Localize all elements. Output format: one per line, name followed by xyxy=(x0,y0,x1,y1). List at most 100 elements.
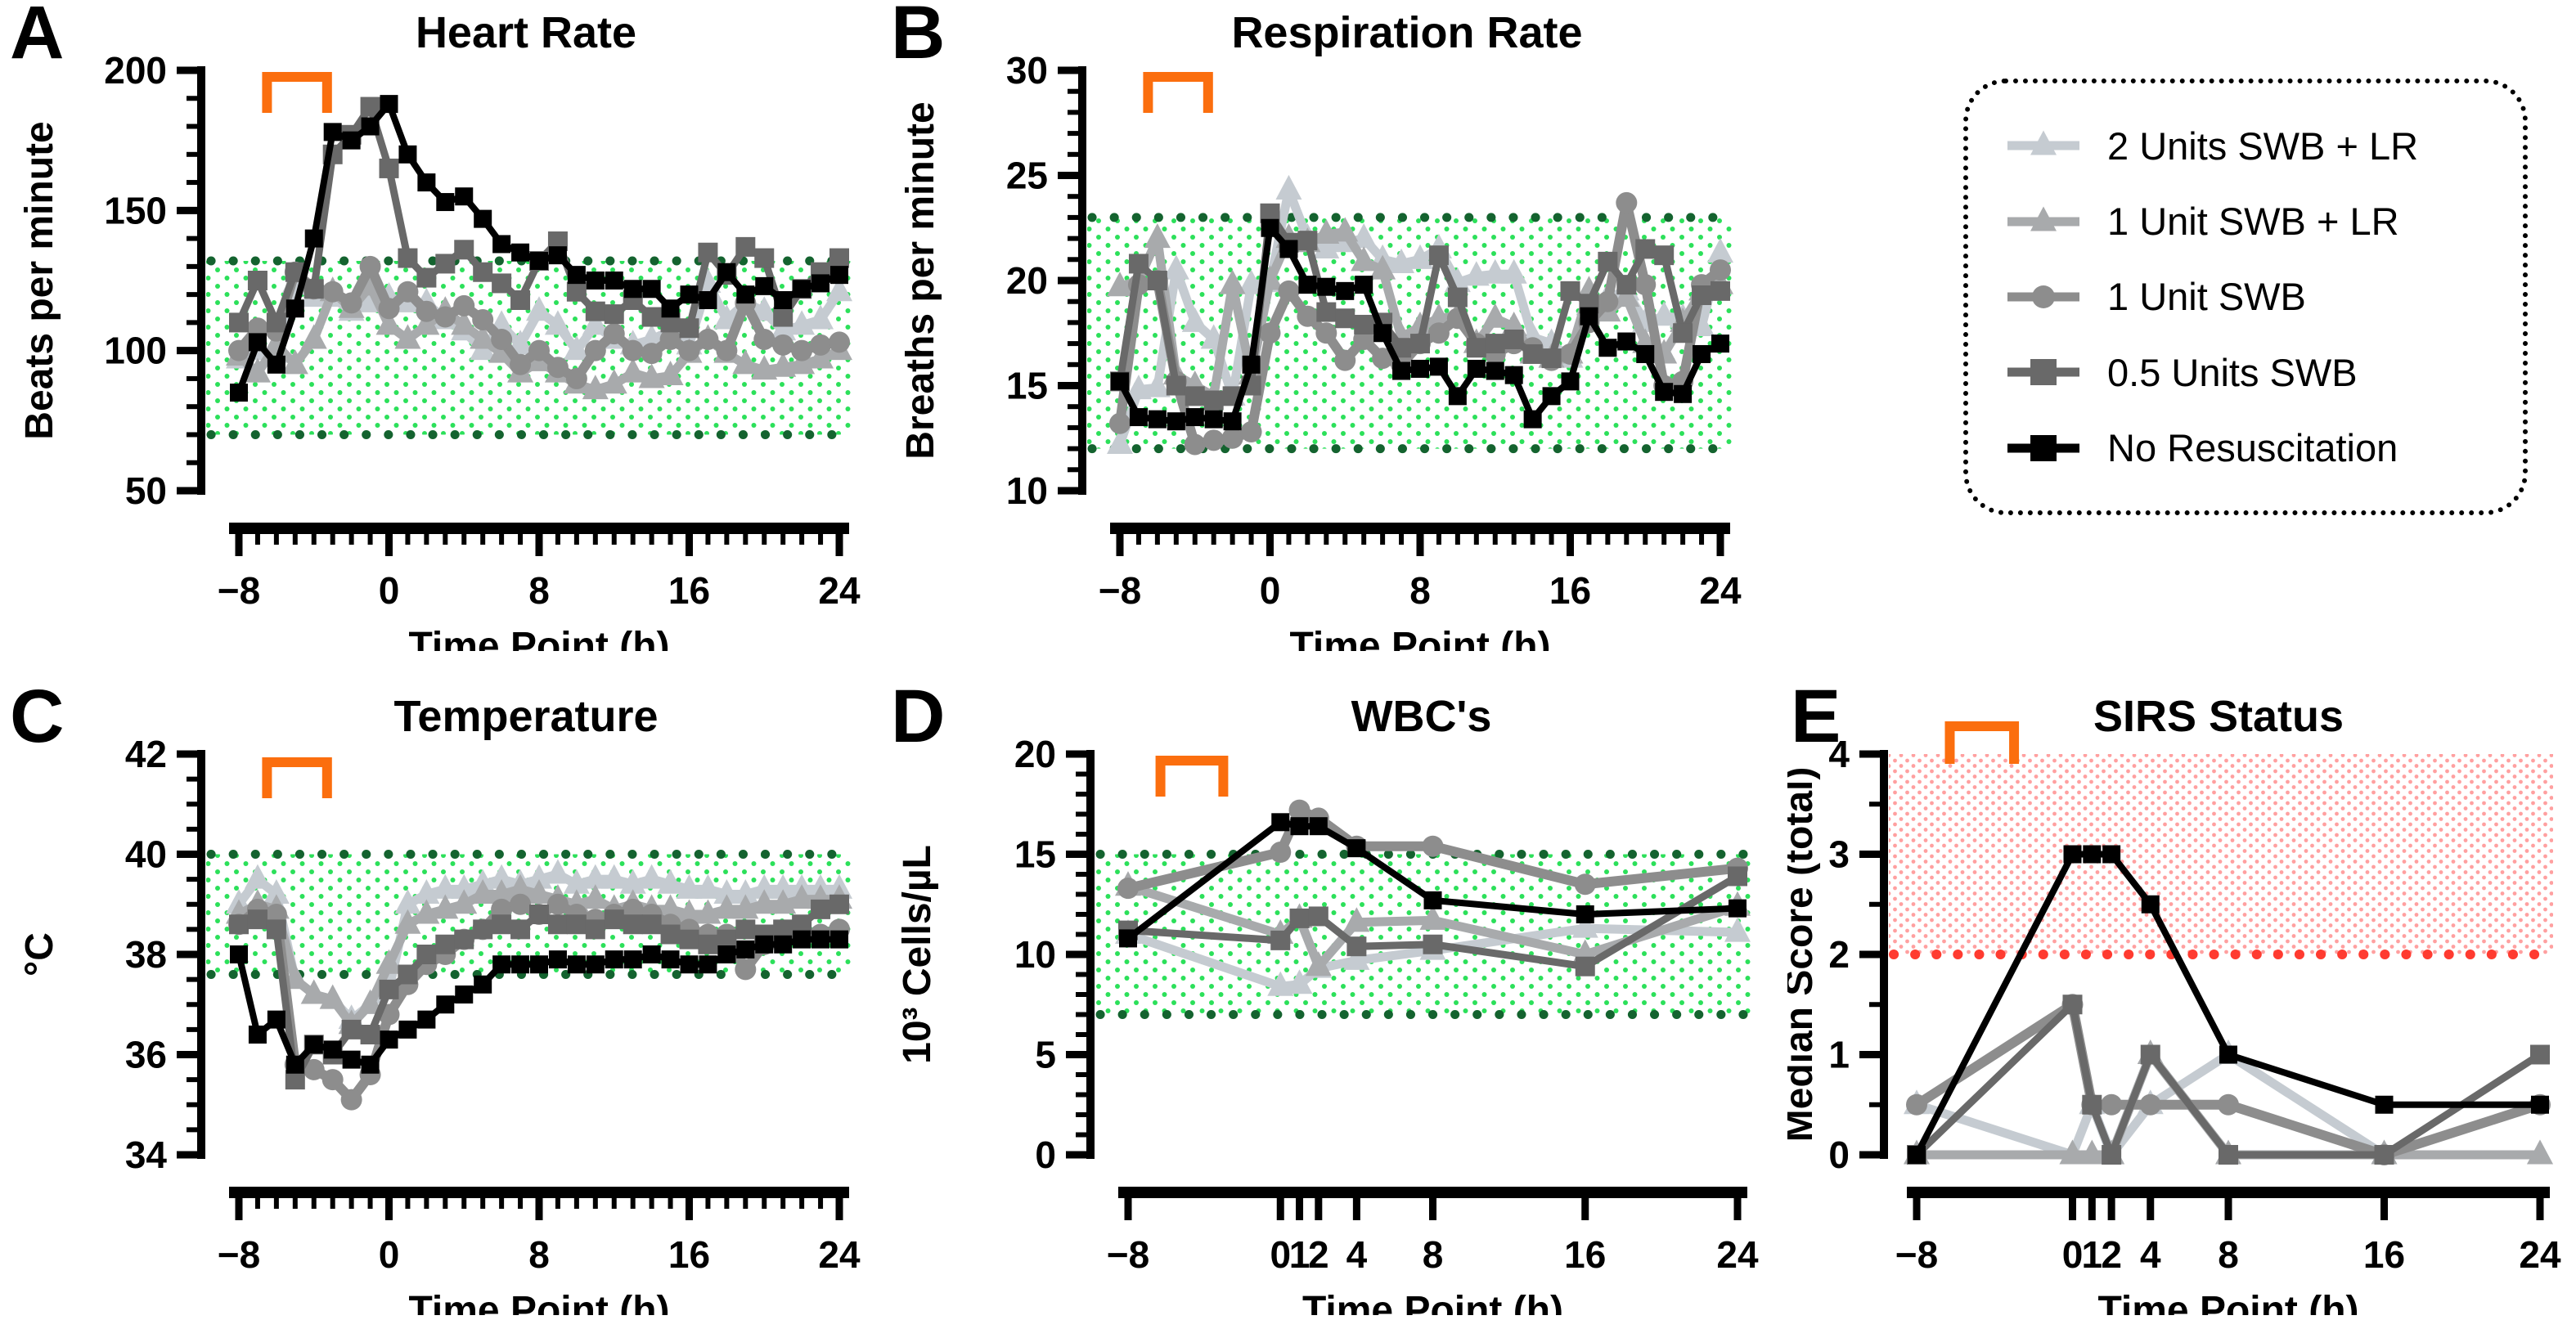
svg-text:34: 34 xyxy=(125,1134,168,1176)
panel-temperature: 34 36 38 40 42 °C −8 0 8 16 24 Time Point (h) Temper… xyxy=(7,679,875,1315)
svg-text:0: 0 xyxy=(1828,1134,1850,1176)
chart-svg-respiration-rate: 10 15 20 25 30 Breaths per minute −8 0 8 16 24 Time… xyxy=(899,8,1742,651)
svg-text:1: 1 xyxy=(2082,1233,2103,1276)
svg-text:16: 16 xyxy=(668,1233,710,1276)
chart-sirs-status: 0 1 2 3 4 Median Score (total) −8 0 1 2 4 8 16 24 Time… xyxy=(1787,689,2569,1315)
svg-text:2: 2 xyxy=(1828,933,1850,976)
chart-respiration-rate: 10 15 20 25 30 Breaths per minute −8 0 8 16 24 Time… xyxy=(888,5,1756,651)
y-axis-title: °C xyxy=(18,932,61,977)
series-no-resuscitation xyxy=(230,930,848,1074)
chart-heart-rate: 50 100 150 200 Beats per minute −8 0 8 16 24 Time … xyxy=(7,5,875,651)
svg-text:24: 24 xyxy=(818,569,861,612)
y-axis-title: Beats per minute xyxy=(18,121,61,439)
intervention-bracket xyxy=(1155,756,1229,797)
series-no-resuscitation xyxy=(1119,813,1747,948)
svg-text:4: 4 xyxy=(2140,1233,2161,1276)
svg-text:38: 38 xyxy=(125,933,167,976)
square-marker-icon xyxy=(2004,352,2083,392)
series-0-5-units-swb xyxy=(1118,866,1747,977)
intervention-bracket xyxy=(1944,721,2020,764)
legend-item-no-resuscitation: No Resuscitation xyxy=(2004,425,2487,470)
chart-title: Heart Rate xyxy=(416,8,636,57)
svg-text:4: 4 xyxy=(1828,733,1850,775)
svg-text:16: 16 xyxy=(2363,1233,2405,1276)
y-axis-title: Breaths per minute xyxy=(899,101,942,459)
panel-respiration-rate: 10 15 20 25 30 Breaths per minute −8 0 8 16 24 Time… xyxy=(888,0,1756,651)
circle-marker-icon xyxy=(2004,277,2083,317)
svg-text:4: 4 xyxy=(1346,1233,1368,1276)
sirs-threshold-band xyxy=(1889,754,2555,959)
chart-svg-heart-rate: 50 100 150 200 Beats per minute −8 0 8 16 24 Time … xyxy=(18,8,861,651)
legend-item-label: 1 Unit SWB + LR xyxy=(2107,200,2399,244)
legend-item-label: 0.5 Units SWB xyxy=(2107,350,2358,394)
panel-letter-d: D xyxy=(891,675,946,758)
svg-text:16: 16 xyxy=(1549,569,1591,612)
svg-text:24: 24 xyxy=(1699,569,1742,612)
series-0-5-units-swb xyxy=(229,97,849,339)
svg-text:1: 1 xyxy=(1828,1034,1850,1076)
legend-item-0-5-units-swb: 0.5 Units SWB xyxy=(2004,350,2487,395)
x-axis-title: Time Point (h) xyxy=(408,625,669,651)
y-axis-title: Median Score (total) xyxy=(1787,767,1821,1143)
svg-text:15: 15 xyxy=(1014,833,1056,876)
svg-text:40: 40 xyxy=(125,833,167,876)
intervention-bracket xyxy=(262,72,332,113)
series-no-resuscitation xyxy=(1908,845,2549,1164)
legend-item-label: No Resuscitation xyxy=(2107,426,2398,470)
svg-text:1: 1 xyxy=(1289,1233,1310,1276)
svg-text:2: 2 xyxy=(2101,1233,2122,1276)
svg-text:−8: −8 xyxy=(218,569,260,612)
svg-text:24: 24 xyxy=(1716,1233,1759,1276)
svg-text:−8: −8 xyxy=(1107,1233,1149,1276)
y-axis: 34 36 38 40 42 °C xyxy=(18,733,205,1176)
y-axis-title: 10³ Cells/µL xyxy=(896,845,939,1064)
svg-text:−8: −8 xyxy=(1099,569,1141,612)
panel-letter-b: B xyxy=(891,0,946,74)
panel-letter-a: A xyxy=(10,0,65,74)
y-axis: 50 100 150 200 Beats per minute xyxy=(18,49,205,512)
svg-text:0: 0 xyxy=(379,1233,400,1276)
svg-text:16: 16 xyxy=(1564,1233,1606,1276)
x-axis-title: Time Point (h) xyxy=(2097,1289,2358,1315)
chart-wbc: 0 5 10 15 20 10³ Cells/µL −8 0 1 2 4 8 16 24 Time Poin… xyxy=(888,689,1775,1315)
svg-text:8: 8 xyxy=(528,1233,550,1276)
intervention-bracket xyxy=(1143,72,1213,113)
series-no-resuscitation xyxy=(1111,218,1729,431)
x-axis: −8 0 8 16 24 Time Point (h) xyxy=(218,1187,861,1315)
y-axis: 10 15 20 25 30 Breaths per minute xyxy=(899,49,1086,512)
x-axis-title: Time Point (h) xyxy=(1302,1289,1563,1315)
svg-text:0: 0 xyxy=(2062,1233,2084,1276)
svg-text:2: 2 xyxy=(1308,1233,1329,1276)
series-0-5-units-swb xyxy=(1110,203,1730,411)
legend-item-2-units-swb-lr: 2 Units SWB + LR xyxy=(2004,123,2487,168)
svg-text:42: 42 xyxy=(125,733,167,775)
legend-item-label: 2 Units SWB + LR xyxy=(2107,123,2419,168)
x-axis: −8 0 8 16 24 Time Point (h) xyxy=(218,523,861,651)
svg-text:8: 8 xyxy=(528,569,550,612)
intervention-bracket xyxy=(262,757,332,798)
chart-title: WBC's xyxy=(1351,692,1492,741)
legend: 2 Units SWB + LR 1 Unit SWB + LR 1 Unit … xyxy=(1963,79,2528,515)
svg-text:20: 20 xyxy=(1006,259,1048,302)
series-0-5-units-swb xyxy=(1907,994,2550,1165)
series-1-unit-swb xyxy=(228,255,850,389)
chart-title: Respiration Rate xyxy=(1231,8,1582,57)
triangle-marker-icon xyxy=(2004,202,2083,241)
panel-sirs-status: 0 1 2 3 4 Median Score (total) −8 0 1 2 4 8 16 24 Time… xyxy=(1787,679,2569,1315)
chart-temperature: 34 36 38 40 42 °C −8 0 8 16 24 Time Point (h) Temper… xyxy=(7,689,875,1315)
svg-text:8: 8 xyxy=(1423,1233,1444,1276)
svg-text:50: 50 xyxy=(125,469,167,512)
svg-text:0: 0 xyxy=(1270,1233,1291,1276)
legend-item-1-unit-swb: 1 Unit SWB xyxy=(2004,274,2487,319)
chart-svg-temperature: 34 36 38 40 42 °C −8 0 8 16 24 Time Point (h) Temper… xyxy=(18,692,861,1315)
y-axis: 0 5 10 15 20 10³ Cells/µL xyxy=(896,733,1095,1176)
panel-wbc: 0 5 10 15 20 10³ Cells/µL −8 0 1 2 4 8 16 24 Time Poin… xyxy=(888,679,1775,1315)
svg-text:20: 20 xyxy=(1014,733,1056,775)
svg-text:0: 0 xyxy=(1035,1134,1056,1176)
chart-title: Temperature xyxy=(393,692,658,741)
